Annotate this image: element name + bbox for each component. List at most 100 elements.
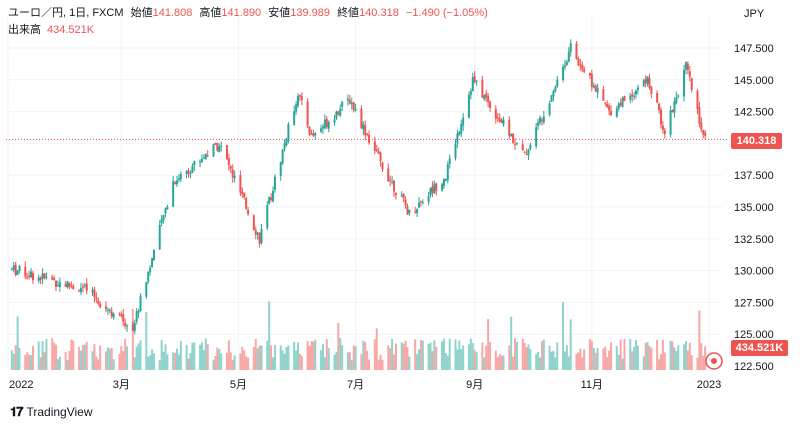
candle-body [471, 77, 474, 92]
volume-bar [408, 356, 411, 370]
candle-body [565, 61, 568, 65]
candle-body [483, 95, 486, 100]
volume-bar [602, 348, 605, 370]
candle-body [698, 107, 701, 124]
candle-body [285, 140, 288, 145]
volume-bar [348, 352, 351, 370]
candle-body [28, 275, 31, 277]
candle-body [467, 94, 470, 118]
candle-body [427, 196, 430, 202]
candle-body [279, 162, 282, 176]
volume-bar [435, 346, 438, 370]
candle-body [429, 188, 432, 196]
candle-body [160, 219, 163, 224]
volume-bar [79, 350, 82, 370]
candle-body [615, 108, 618, 117]
volume-bar [124, 338, 127, 370]
volume-bar [16, 316, 19, 370]
candle-body [481, 79, 484, 98]
candle-body [245, 198, 248, 209]
candle-body [78, 290, 81, 292]
volume-bar [273, 345, 276, 370]
volume-bar [120, 346, 123, 370]
candle-body [602, 89, 605, 101]
volume-bar [636, 345, 639, 370]
volume-bar [441, 341, 444, 370]
volume-bar [569, 319, 572, 370]
candle-body [421, 202, 424, 204]
volume-bar [354, 346, 357, 370]
volume-bar [31, 345, 34, 370]
volume-bar [394, 343, 397, 370]
candle-body [529, 144, 532, 149]
symbol-title[interactable]: ユーロ／円, 1日, FXCM [8, 7, 124, 19]
volume-bar [673, 347, 676, 370]
candle-body [258, 232, 261, 244]
candle-body [569, 43, 572, 53]
volume-bar [229, 352, 232, 370]
candle-body [151, 258, 154, 268]
candle-body [381, 162, 384, 170]
volume-bar [538, 357, 541, 370]
volume-bar [542, 339, 545, 370]
candle-body [521, 144, 524, 151]
candle-body [525, 154, 528, 156]
volume-bar [99, 345, 102, 370]
volume-bar [56, 359, 59, 370]
volume-bar [122, 350, 125, 370]
tradingview-logo[interactable]: 𝟏𝟕 TradingView [10, 404, 93, 420]
volume-bar [456, 349, 459, 370]
volume-bar [523, 342, 526, 370]
volume-bar [179, 340, 182, 370]
candle-body [688, 71, 691, 77]
candle-body [510, 133, 513, 137]
candle-body [577, 58, 580, 65]
candle-body [126, 325, 129, 327]
candle-body [540, 119, 543, 121]
volume-bar [72, 340, 75, 370]
candle-body [604, 102, 607, 104]
candle-body [179, 173, 182, 180]
volume-bar [151, 349, 154, 370]
volume-bar [364, 341, 367, 370]
volume-bar [335, 351, 338, 370]
volume-bar [323, 357, 326, 370]
volume-bar [623, 338, 626, 370]
volume-bar [158, 359, 161, 370]
candle-body [686, 63, 689, 70]
volume-bar [26, 352, 29, 370]
candle-body [588, 73, 591, 76]
volume-bar [83, 344, 86, 370]
volume-bar [512, 356, 515, 370]
volume-bar [337, 322, 340, 370]
candle-body [185, 171, 188, 174]
candle-body [590, 73, 593, 87]
candle-body [300, 96, 303, 100]
candle-body [335, 111, 338, 119]
candle-body [131, 324, 134, 331]
volume-bar [633, 346, 636, 370]
go-to-realtime-icon[interactable] [704, 351, 724, 371]
volume-bar [421, 340, 424, 370]
candle-body [673, 101, 676, 113]
candle-body [621, 97, 624, 107]
volume-bar [287, 345, 290, 370]
volume-bar [502, 355, 505, 370]
volume-bar [214, 355, 217, 370]
volume-bar [483, 357, 486, 370]
volume-bar [556, 342, 559, 370]
candle-body [320, 128, 323, 132]
candle-body [419, 200, 422, 202]
candle-body [39, 277, 42, 280]
candle-body [283, 143, 286, 150]
candle-body [456, 133, 459, 144]
candle-body [373, 141, 376, 151]
volume-bar [635, 339, 638, 370]
volume-bar [552, 350, 555, 370]
candle-body [608, 105, 611, 111]
volume-bar [581, 357, 584, 370]
volume-bar [51, 338, 54, 370]
volume-bar [254, 339, 257, 370]
volume-bar [487, 319, 490, 370]
